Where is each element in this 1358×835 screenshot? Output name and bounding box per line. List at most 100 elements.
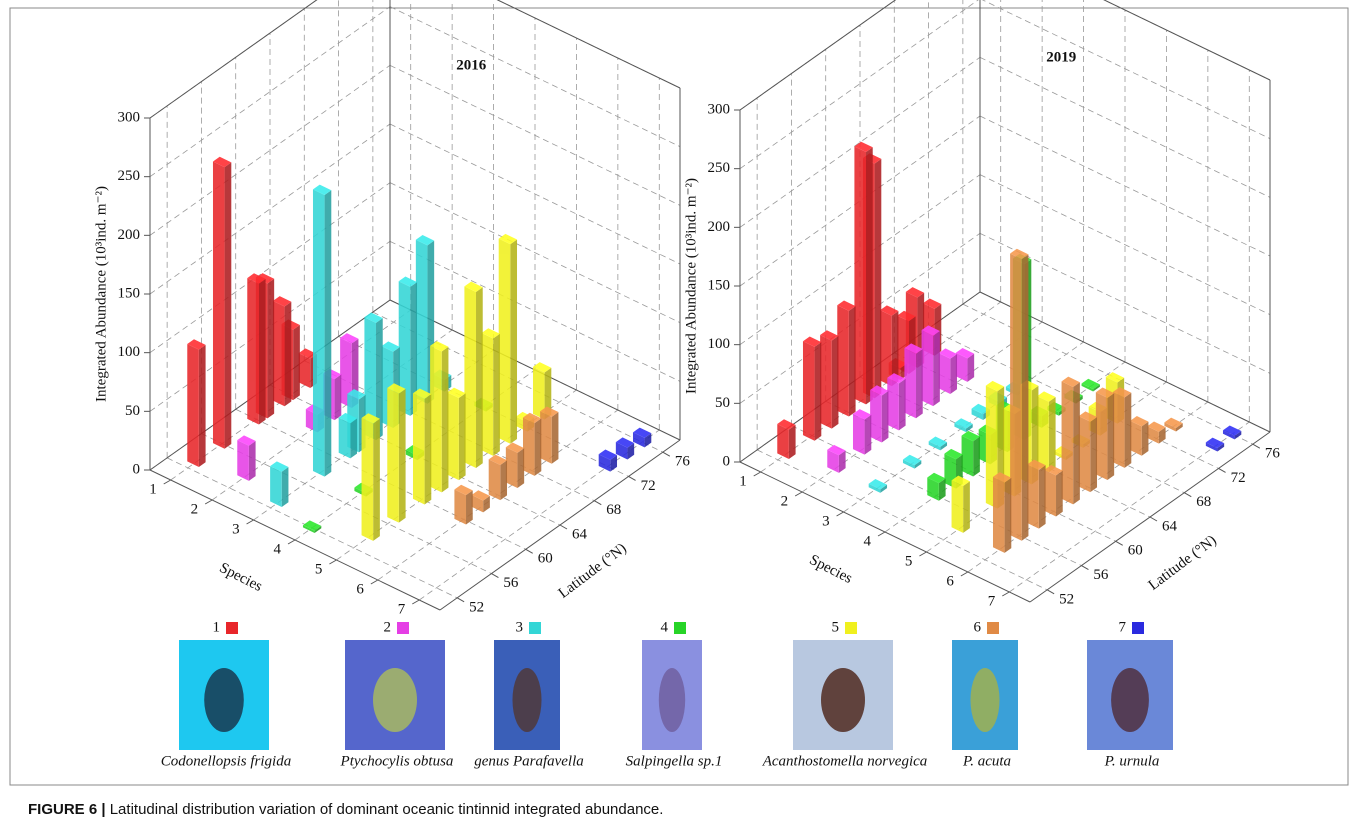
bar-side xyxy=(459,393,466,480)
bar-front xyxy=(837,305,849,416)
bar-front xyxy=(387,388,399,523)
bar-front xyxy=(952,480,964,533)
species-tick xyxy=(795,492,802,496)
bar-front xyxy=(506,447,518,488)
bar xyxy=(187,339,205,467)
panel-title: 2016 xyxy=(456,57,487,73)
specimen-body xyxy=(373,668,417,732)
species-name: Ptychocylis obtusa xyxy=(340,753,454,769)
bar xyxy=(616,437,634,459)
bar xyxy=(956,348,974,382)
bar-front xyxy=(870,390,882,443)
lat-tick-label: 72 xyxy=(1231,470,1246,486)
bar xyxy=(1130,416,1148,456)
lat-tick xyxy=(526,549,533,553)
z-tick-label: 50 xyxy=(715,395,730,411)
lat-tick-label: 52 xyxy=(469,599,484,615)
bar-side xyxy=(1073,382,1080,504)
bar-front xyxy=(299,353,311,388)
species-tick xyxy=(1002,592,1009,596)
species-tick xyxy=(754,472,761,476)
bar-side xyxy=(1107,393,1114,480)
bar-side xyxy=(517,448,524,488)
lat-tick-label: 52 xyxy=(1059,591,1074,607)
bar-side xyxy=(466,490,473,524)
bar-side xyxy=(865,415,872,455)
bar-front xyxy=(454,490,466,525)
lat-tick xyxy=(1150,517,1157,521)
z-tick-label: 100 xyxy=(118,344,141,360)
bar xyxy=(430,341,448,492)
lat-tick-label: 76 xyxy=(675,454,691,470)
bar xyxy=(854,142,872,405)
bar xyxy=(247,273,265,424)
bar xyxy=(447,388,465,480)
z-tick-label: 250 xyxy=(118,168,141,184)
bar-side xyxy=(1039,465,1046,528)
z-axis-label: Integrated Abundance (10³ind. m⁻²) xyxy=(93,186,109,402)
species-tick-label: 7 xyxy=(398,601,406,617)
bar-side xyxy=(282,467,289,507)
species-name: P. acuta xyxy=(962,753,1011,769)
bar-front xyxy=(413,393,425,504)
bar xyxy=(993,472,1011,553)
bar-side xyxy=(1125,393,1132,468)
lat-tick-label: 76 xyxy=(1265,446,1281,462)
bar-front xyxy=(247,278,259,424)
bar-side xyxy=(425,394,432,504)
specimen-body xyxy=(970,668,999,732)
bar xyxy=(237,435,255,481)
legend-swatch xyxy=(529,622,541,634)
bar-front xyxy=(273,301,285,406)
species-name: Salpingella sp.1 xyxy=(626,753,723,769)
bar xyxy=(270,461,288,507)
lat-tick xyxy=(594,501,601,505)
bar-side xyxy=(849,306,856,416)
legend-swatch xyxy=(397,622,409,634)
bar xyxy=(1037,391,1055,472)
bar xyxy=(362,413,380,541)
bar xyxy=(1082,379,1100,392)
bar-side xyxy=(1056,471,1063,517)
species-tick-label: 3 xyxy=(232,521,240,537)
legend-number: 7 xyxy=(1119,619,1127,635)
bar xyxy=(413,389,431,505)
species-tick-label: 2 xyxy=(781,493,789,509)
bar-side xyxy=(225,162,232,448)
bar-side xyxy=(510,240,517,444)
bar-side xyxy=(973,437,980,477)
lat-tick-label: 64 xyxy=(1162,518,1178,534)
species-tick-label: 4 xyxy=(864,533,872,549)
species-tick xyxy=(247,520,254,524)
legend-number: 5 xyxy=(832,619,840,635)
bar xyxy=(1010,249,1028,541)
x-axis-label: Species xyxy=(217,560,265,595)
specimen-body xyxy=(512,668,541,732)
bar xyxy=(506,442,524,488)
bar xyxy=(869,479,887,493)
bar-front xyxy=(362,418,374,541)
z-tick-label: 100 xyxy=(708,336,731,352)
lat-tick xyxy=(629,476,636,480)
species-tick xyxy=(371,580,378,584)
bar-side xyxy=(535,418,542,476)
lat-tick-label: 56 xyxy=(503,575,519,591)
bar xyxy=(633,428,651,448)
bar-front xyxy=(416,240,428,404)
bar-side xyxy=(875,159,882,398)
bar xyxy=(489,455,507,501)
z-tick-label: 200 xyxy=(708,219,731,235)
species-tick-label: 6 xyxy=(946,573,954,589)
z-tick-label: 150 xyxy=(708,277,731,293)
species-tick-label: 4 xyxy=(274,541,282,557)
bar-front xyxy=(993,477,1005,553)
species-tick-label: 7 xyxy=(988,593,996,609)
z-tick-label: 0 xyxy=(723,453,731,469)
species-tick-label: 5 xyxy=(315,561,323,577)
bar-side xyxy=(1090,417,1097,492)
legend-swatch xyxy=(1132,622,1144,634)
species-tick xyxy=(329,560,336,564)
bar-side xyxy=(335,374,342,420)
bar xyxy=(820,330,838,428)
bar-front xyxy=(1062,381,1074,504)
